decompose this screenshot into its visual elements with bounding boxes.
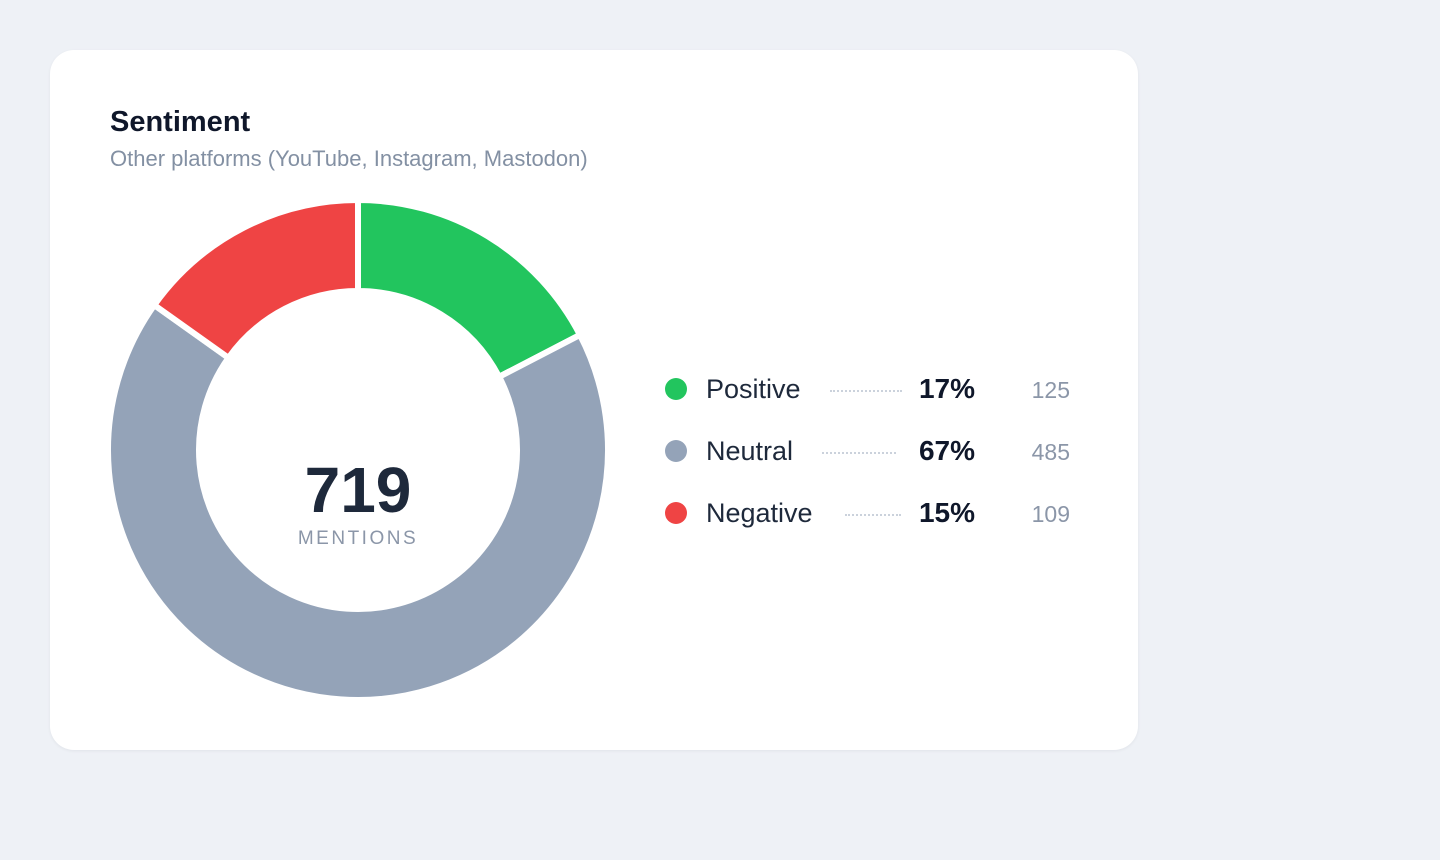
legend-dot-positive bbox=[665, 378, 687, 400]
card-subtitle: Other platforms (YouTube, Instagram, Mas… bbox=[110, 146, 588, 171]
legend-count-negative: 109 bbox=[1031, 501, 1070, 527]
donut-slice-neutral bbox=[105, 300, 611, 703]
legend-percent-neutral: 67% bbox=[918, 435, 975, 466]
legend-leader-positive bbox=[830, 390, 902, 392]
donut-center-label: MENTIONS bbox=[298, 528, 418, 549]
legend-label-negative: Negative bbox=[706, 498, 813, 528]
legend-item-neutral: Neutral 67% 485 bbox=[665, 420, 1075, 482]
sentiment-donut-chart: 719 MENTIONS bbox=[105, 196, 611, 703]
legend-percent-positive: 17% bbox=[918, 373, 975, 404]
sentiment-card: Sentiment Other platforms (YouTube, Inst… bbox=[50, 50, 1138, 750]
legend-item-negative: Negative 15% 109 bbox=[665, 482, 1075, 544]
legend-percent-negative: 15% bbox=[918, 497, 975, 528]
legend-label-positive: Positive bbox=[706, 374, 801, 404]
donut-slices bbox=[105, 196, 611, 703]
legend-count-neutral: 485 bbox=[1031, 439, 1070, 465]
legend-dot-negative bbox=[665, 502, 687, 524]
legend-item-positive: Positive 17% 125 bbox=[665, 358, 1075, 420]
legend-dot-neutral bbox=[665, 440, 687, 462]
legend-leader-neutral bbox=[822, 452, 896, 454]
sentiment-legend: Positive 17% 125 Neutral 67% 485 Negativ… bbox=[665, 358, 1075, 544]
donut-center-value: 719 bbox=[305, 454, 412, 526]
legend-label-neutral: Neutral bbox=[706, 436, 794, 466]
donut-slice-negative bbox=[150, 196, 361, 363]
legend-count-positive: 125 bbox=[1031, 377, 1070, 403]
legend-leader-negative bbox=[845, 514, 901, 516]
card-title: Sentiment bbox=[110, 106, 251, 138]
